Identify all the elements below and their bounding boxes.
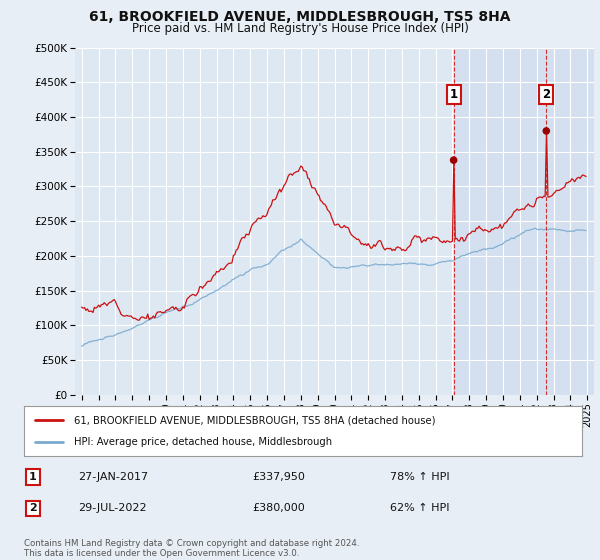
Point — [542, 127, 551, 136]
Text: 27-JAN-2017: 27-JAN-2017 — [78, 472, 148, 482]
Text: 29-JUL-2022: 29-JUL-2022 — [78, 503, 146, 514]
Text: Price paid vs. HM Land Registry's House Price Index (HPI): Price paid vs. HM Land Registry's House … — [131, 22, 469, 35]
Text: 62% ↑ HPI: 62% ↑ HPI — [390, 503, 449, 514]
Text: HPI: Average price, detached house, Middlesbrough: HPI: Average price, detached house, Midd… — [74, 437, 332, 447]
Bar — [454, 48, 594, 395]
Text: 1: 1 — [29, 472, 37, 482]
Text: 61, BROOKFIELD AVENUE, MIDDLESBROUGH, TS5 8HA: 61, BROOKFIELD AVENUE, MIDDLESBROUGH, TS… — [89, 10, 511, 24]
Text: £380,000: £380,000 — [252, 503, 305, 514]
Text: 1: 1 — [449, 88, 458, 101]
Text: Contains HM Land Registry data © Crown copyright and database right 2024.
This d: Contains HM Land Registry data © Crown c… — [24, 539, 359, 558]
Point — [449, 156, 458, 165]
Text: £337,950: £337,950 — [252, 472, 305, 482]
Text: 2: 2 — [29, 503, 37, 514]
Text: 61, BROOKFIELD AVENUE, MIDDLESBROUGH, TS5 8HA (detached house): 61, BROOKFIELD AVENUE, MIDDLESBROUGH, TS… — [74, 415, 436, 425]
Text: 78% ↑ HPI: 78% ↑ HPI — [390, 472, 449, 482]
Text: 2: 2 — [542, 88, 550, 101]
